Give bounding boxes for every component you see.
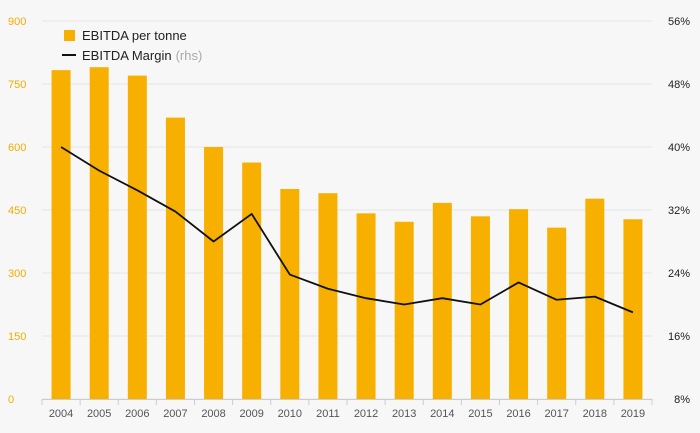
right-tick-label: 56% xyxy=(668,16,690,28)
bar-2008 xyxy=(204,147,224,399)
x-tick-label: 2004 xyxy=(49,408,73,420)
bar-2016 xyxy=(509,209,529,399)
x-tick-label: 2015 xyxy=(468,408,492,420)
bar-2011 xyxy=(318,193,338,399)
bar-2010 xyxy=(280,189,300,399)
bar-2014 xyxy=(432,202,452,399)
margin-line xyxy=(60,146,634,314)
legend: EBITDA per tonne EBITDA Margin (rhs) xyxy=(62,28,202,63)
x-tick-label: 2014 xyxy=(430,408,454,420)
x-tick-label: 2007 xyxy=(163,408,187,420)
bar-2012 xyxy=(356,213,376,399)
legend-line-suffix: (rhs) xyxy=(176,48,203,63)
legend-line-text: EBITDA Margin (rhs) xyxy=(82,48,202,63)
right-tick-label: 24% xyxy=(668,268,690,280)
x-tick-label: 2013 xyxy=(392,408,416,420)
x-tick-label: 2009 xyxy=(239,408,263,420)
bar-2004 xyxy=(51,70,71,399)
bar-2013 xyxy=(394,221,414,399)
x-tick-label: 2006 xyxy=(125,408,149,420)
right-tick-label: 32% xyxy=(668,205,690,217)
left-axis: 0 150 300 450 600 750 900 xyxy=(8,16,26,406)
x-tick-label: 2018 xyxy=(583,408,607,420)
x-tick-label: 2017 xyxy=(544,408,568,420)
x-tick-label: 2019 xyxy=(621,408,645,420)
left-tick-label: 300 xyxy=(8,268,26,280)
left-tick-label: 0 xyxy=(8,394,14,406)
legend-bar-label: EBITDA per tonne xyxy=(82,28,187,43)
bar-2006 xyxy=(127,75,147,399)
bar-2015 xyxy=(470,216,490,399)
left-tick-label: 600 xyxy=(8,142,26,154)
left-tick-label: 450 xyxy=(8,205,26,217)
x-tick-label: 2005 xyxy=(87,408,111,420)
bar-2019 xyxy=(623,219,643,399)
right-axis: 8% 16% 24% 32% 40% 48% 56% xyxy=(668,16,690,406)
line-series xyxy=(60,146,634,314)
right-tick-label: 16% xyxy=(668,331,690,343)
bar-2005 xyxy=(89,67,109,399)
x-tick-label: 2016 xyxy=(506,408,530,420)
bar-2018 xyxy=(585,198,605,399)
bar-2009 xyxy=(242,162,262,399)
left-tick-label: 900 xyxy=(8,16,26,28)
x-tick-label: 2012 xyxy=(354,408,378,420)
legend-bar-swatch xyxy=(64,30,75,41)
bar-2017 xyxy=(547,227,567,399)
right-tick-label: 40% xyxy=(668,142,690,154)
x-tick-label: 2011 xyxy=(316,408,340,420)
x-tick-label: 2010 xyxy=(278,408,302,420)
legend-line-label: EBITDA Margin xyxy=(82,48,172,63)
left-tick-label: 750 xyxy=(8,79,26,91)
x-axis: 2004 2005 2006 2007 2008 2009 2010 2011 2012 2013… xyxy=(49,408,645,420)
bar-series xyxy=(51,67,643,399)
x-tick-label: 2008 xyxy=(201,408,225,420)
bar-2007 xyxy=(165,117,185,399)
left-tick-label: 150 xyxy=(8,331,26,343)
right-tick-label: 8% xyxy=(674,394,690,406)
right-tick-label: 48% xyxy=(668,79,690,91)
